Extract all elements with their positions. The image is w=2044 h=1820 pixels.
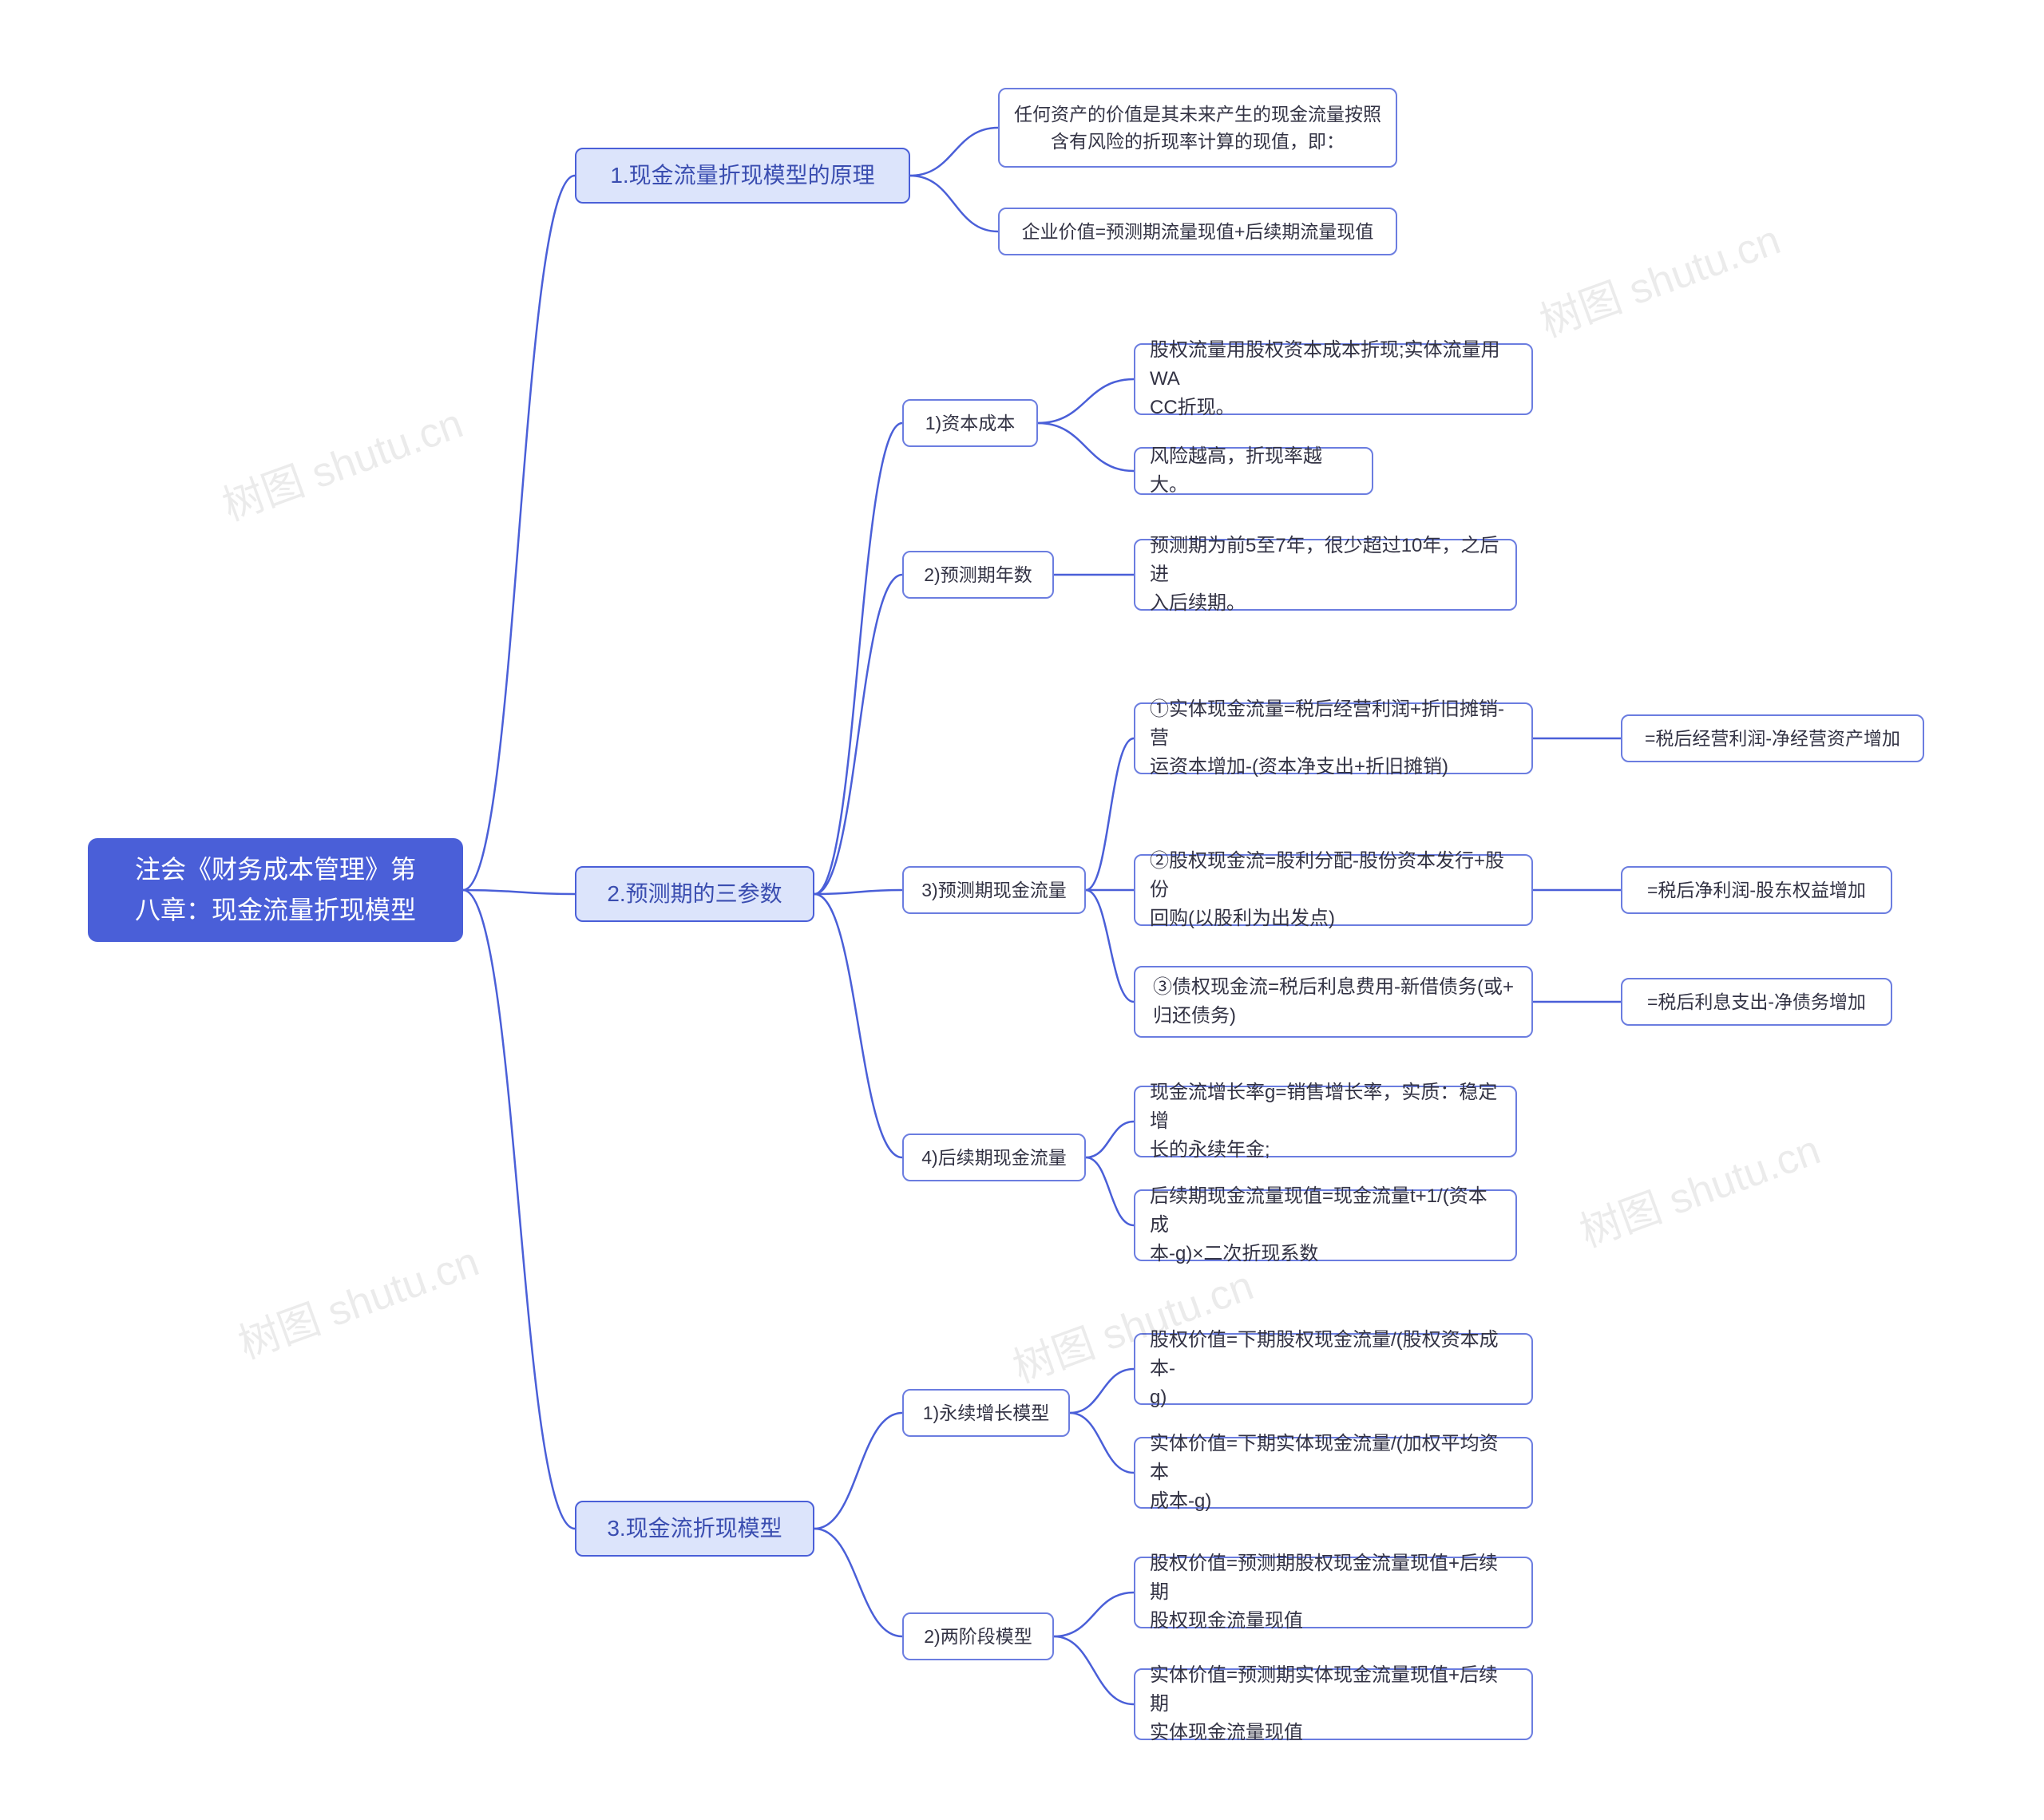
leaf-l7: 现金流增长率g=销售增长率，实质：稳定增 长的永续年金; [1134, 1086, 1517, 1157]
sub-n3a: 1)永续增长模型 [902, 1389, 1070, 1437]
leaf-l4: ①实体现金流量=税后经营利润+折旧摊销-营 运资本增加-(资本净支出+折旧摊销) [1134, 702, 1533, 774]
watermark-4: 树图 shutu.cn [1571, 1116, 1828, 1258]
sub-n3b: 2)两阶段模型 [902, 1612, 1054, 1660]
sub-n2a: 1)资本成本 [902, 399, 1038, 447]
watermark-1: 树图 shutu.cn [1531, 206, 1788, 348]
leaf-l6: ③债权现金流=税后利息费用-新借债务(或+ 归还债务) [1134, 966, 1533, 1038]
sub-n2b: 2)预测期年数 [902, 551, 1054, 599]
watermark-0: 树图 shutu.cn [213, 390, 470, 532]
sub-n2d: 4)后续期现金流量 [902, 1134, 1086, 1181]
sub-n1a: 任何资产的价值是其未来产生的现金流量按照 含有风险的折现率计算的现值，即： [998, 88, 1397, 168]
leaf-l12: 实体价值=预测期实体现金流量现值+后续期 实体现金流量现值 [1134, 1668, 1533, 1740]
leaf-l8: 后续期现金流量现值=现金流量t+1/(资本成 本-g)×二次折现系数 [1134, 1189, 1517, 1261]
branch-n3: 3.现金流折现模型 [575, 1501, 814, 1557]
leaf-l5: ②股权现金流=股利分配-股份资本发行+股份 回购(以股利为出发点) [1134, 854, 1533, 926]
sub-n1b: 企业价值=预测期流量现值+后续期流量现值 [998, 208, 1397, 255]
branch-n2: 2.预测期的三参数 [575, 866, 814, 922]
leaf-l1: 股权流量用股权资本成本折现;实体流量用WA CC折现。 [1134, 343, 1533, 415]
result-r3: =税后利息支出-净债务增加 [1621, 978, 1892, 1026]
leaf-l11: 股权价值=预测期股权现金流量现值+后续期 股权现金流量现值 [1134, 1557, 1533, 1628]
leaf-l3: 预测期为前5至7年，很少超过10年，之后进 入后续期。 [1134, 539, 1517, 611]
result-r2: =税后净利润-股东权益增加 [1621, 866, 1892, 914]
result-r1: =税后经营利润-净经营资产增加 [1621, 714, 1924, 762]
watermark-2: 树图 shutu.cn [229, 1228, 486, 1370]
sub-n2c: 3)预测期现金流量 [902, 866, 1086, 914]
leaf-l2: 风险越高，折现率越大。 [1134, 447, 1373, 495]
leaf-l9: 股权价值=下期股权现金流量/(股权资本成本- g) [1134, 1333, 1533, 1405]
root-node: 注会《财务成本管理》第 八章：现金流量折现模型 [88, 838, 463, 942]
branch-n1: 1.现金流量折现模型的原理 [575, 148, 910, 204]
leaf-l10: 实体价值=下期实体现金流量/(加权平均资本 成本-g) [1134, 1437, 1533, 1509]
